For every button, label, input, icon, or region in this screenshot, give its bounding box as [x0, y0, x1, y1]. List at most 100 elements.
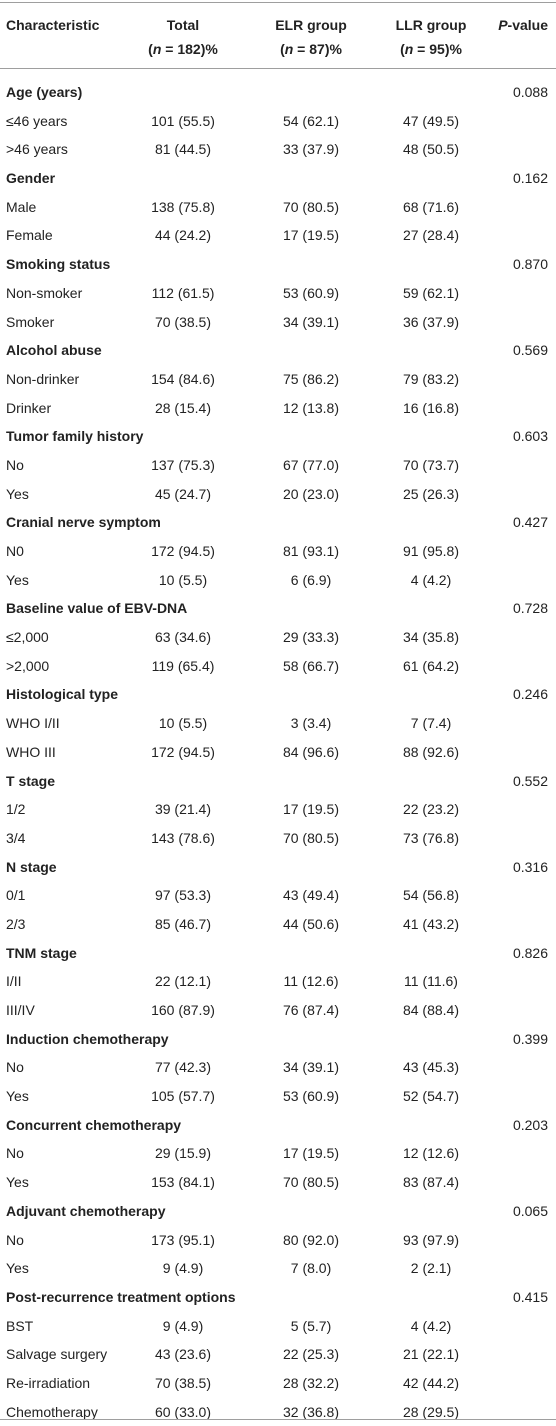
- total-cell: 43 (23.6): [154, 1346, 212, 1363]
- total-cell: 81 (44.5): [154, 141, 212, 158]
- characteristic-cell: N0: [6, 543, 24, 559]
- total-cell: 138 (75.8): [151, 198, 215, 215]
- elr-cell: 17 (19.5): [282, 1145, 340, 1162]
- table-group-row: Baseline value of EBV-DNA 0.728: [0, 594, 556, 623]
- p-value-cell: 0.870: [512, 256, 548, 273]
- elr-cell: 80 (92.0): [282, 1231, 340, 1248]
- table-body: Age (years) 0.088 ≤46 years 101 (55.5) 54 (6…: [0, 78, 556, 1426]
- table-group-row: Smoking status 0.870: [0, 250, 556, 279]
- characteristic-cell: Yes: [6, 1174, 29, 1191]
- characteristic-cell: Post-recurrence treatment options: [6, 1288, 236, 1305]
- table-row: Male 138 (75.8) 70 (80.5) 68 (71.6): [0, 193, 556, 222]
- elr-cell: 75 (86.2): [282, 370, 340, 387]
- total-cell: 39 (21.4): [154, 801, 212, 818]
- characteristic-cell: Yes: [6, 1260, 29, 1277]
- table-row: >2,000 119 (65.4) 58 (66.7) 61 (64.2): [0, 652, 556, 681]
- characteristic-cell: 0/1: [6, 887, 26, 904]
- elr-cell: 76 (87.4): [282, 1002, 340, 1018]
- table-group-row: N stage 0.316: [0, 853, 556, 882]
- total-cell: 143 (78.6): [151, 829, 215, 846]
- llr-cell: 43 (45.3): [402, 1059, 460, 1076]
- llr-cell: 70 (73.7): [402, 456, 460, 473]
- characteristic-cell: TNM stage: [6, 944, 77, 961]
- header-elr-group: ELR group (n = 87)%: [275, 17, 347, 57]
- characteristic-cell: Cranial nerve symptom: [6, 514, 161, 531]
- total-cell: 173 (95.1): [151, 1231, 215, 1248]
- characteristic-cell: Baseline value of EBV-DNA: [6, 600, 188, 617]
- table-row: Salvage surgery 43 (23.6) 22 (25.3) 21 (22.…: [0, 1340, 556, 1369]
- elr-cell: 11 (12.6): [283, 973, 339, 990]
- elr-cell: 20 (23.0): [282, 485, 340, 502]
- characteristic-cell: Adjuvant chemotherapy: [6, 1202, 166, 1219]
- elr-cell: 43 (49.4): [282, 887, 340, 904]
- llr-cell: 52 (54.7): [402, 1088, 460, 1105]
- total-cell: 10 (5.5): [158, 715, 208, 732]
- characteristic-cell: 1/2: [6, 801, 26, 818]
- llr-cell: 84 (88.4): [402, 1002, 460, 1018]
- characteristic-cell: Non-drinker: [6, 370, 80, 387]
- table-row: III/IV 160 (87.9) 76 (87.4) 84 (88.4): [0, 996, 556, 1025]
- elr-cell: 34 (39.1): [282, 313, 340, 330]
- table-row: Female 44 (24.2) 17 (19.5) 27 (28.4): [0, 221, 556, 250]
- elr-cell: 12 (13.8): [282, 399, 340, 416]
- characteristic-cell: Salvage surgery: [6, 1346, 108, 1363]
- total-cell: 29 (15.9): [154, 1145, 212, 1162]
- table-row: >46 years 81 (44.5) 33 (37.9) 48 (50.5): [0, 135, 556, 164]
- total-cell: 160 (87.9): [151, 1002, 215, 1018]
- total-cell: 119 (65.4): [151, 657, 215, 674]
- llr-cell: 42 (44.2): [402, 1374, 460, 1391]
- table-row: I/II 22 (12.1) 11 (12.6) 11 (11.6): [0, 967, 556, 996]
- table-row: No 77 (42.3) 34 (39.1) 43 (45.3): [0, 1053, 556, 1082]
- header-total: Total (n = 182)%: [148, 17, 218, 57]
- table-row: Smoker 70 (38.5) 34 (39.1) 36 (37.9): [0, 308, 556, 337]
- elr-cell: 70 (80.5): [282, 198, 340, 215]
- characteristic-cell: >46 years: [6, 141, 68, 158]
- table-row: 3/4 143 (78.6) 70 (80.5) 73 (76.8): [0, 824, 556, 853]
- total-cell: 63 (34.6): [154, 629, 212, 646]
- characteristic-cell: Tumor family history: [6, 428, 144, 445]
- elr-cell: 7 (8.0): [290, 1260, 332, 1277]
- table-row: ≤46 years 101 (55.5) 54 (62.1) 47 (49.5): [0, 107, 556, 136]
- characteristic-cell: I/II: [6, 973, 22, 990]
- characteristic-cell: No: [6, 1059, 24, 1076]
- total-cell: 154 (84.6): [151, 370, 215, 387]
- table-group-row: Histological type 0.246: [0, 680, 556, 709]
- table-top-rule: [0, 2, 556, 3]
- p-value-cell: 0.088: [512, 84, 548, 100]
- table-group-row: Adjuvant chemotherapy 0.065: [0, 1197, 556, 1226]
- llr-cell: 27 (28.4): [402, 227, 460, 244]
- llr-cell: 61 (64.2): [402, 657, 460, 674]
- llr-cell: 59 (62.1): [402, 284, 460, 301]
- table-row: Yes 45 (24.7) 20 (23.0) 25 (26.3): [0, 480, 556, 509]
- table-row: 1/2 39 (21.4) 17 (19.5) 22 (23.2): [0, 795, 556, 824]
- elr-cell: 53 (60.9): [282, 284, 340, 301]
- characteristic-cell: No: [6, 1145, 24, 1162]
- table-group-row: Cranial nerve symptom 0.427: [0, 508, 556, 537]
- total-cell: 85 (46.7): [154, 915, 212, 932]
- table-row: Yes 105 (57.7) 53 (60.9) 52 (54.7): [0, 1082, 556, 1111]
- total-cell: 97 (53.3): [154, 887, 212, 904]
- header-characteristic: Characteristic: [6, 17, 100, 33]
- table-group-row: Age (years) 0.088: [0, 78, 556, 107]
- characteristic-cell: >2,000: [6, 657, 50, 674]
- table-group-row: Concurrent chemotherapy 0.203: [0, 1111, 556, 1140]
- llr-cell: 48 (50.5): [402, 141, 460, 158]
- elr-cell: 44 (50.6): [282, 915, 340, 932]
- llr-cell: 21 (22.1): [402, 1346, 460, 1363]
- table-group-row: Alcohol abuse 0.569: [0, 336, 556, 365]
- table-group-row: Post-recurrence treatment options 0.415: [0, 1283, 556, 1312]
- p-value-cell: 0.415: [512, 1288, 548, 1305]
- table-row: Non-drinker 154 (84.6) 75 (86.2) 79 (83.2): [0, 365, 556, 394]
- elr-cell: 32 (36.8): [282, 1403, 340, 1420]
- total-cell: 70 (38.5): [154, 1374, 212, 1391]
- elr-cell: 29 (33.3): [282, 629, 340, 646]
- total-cell: 22 (12.1): [154, 973, 212, 990]
- characteristic-cell: Smoking status: [6, 256, 111, 273]
- table-row: N0 172 (94.5) 81 (93.1) 91 (95.8): [0, 537, 556, 566]
- elr-cell: 58 (66.7): [282, 657, 340, 674]
- total-cell: 153 (84.1): [151, 1174, 215, 1191]
- p-value-cell: 0.603: [512, 428, 548, 445]
- characteristic-cell: 2/3: [6, 915, 26, 932]
- elr-cell: 54 (62.1): [282, 112, 340, 129]
